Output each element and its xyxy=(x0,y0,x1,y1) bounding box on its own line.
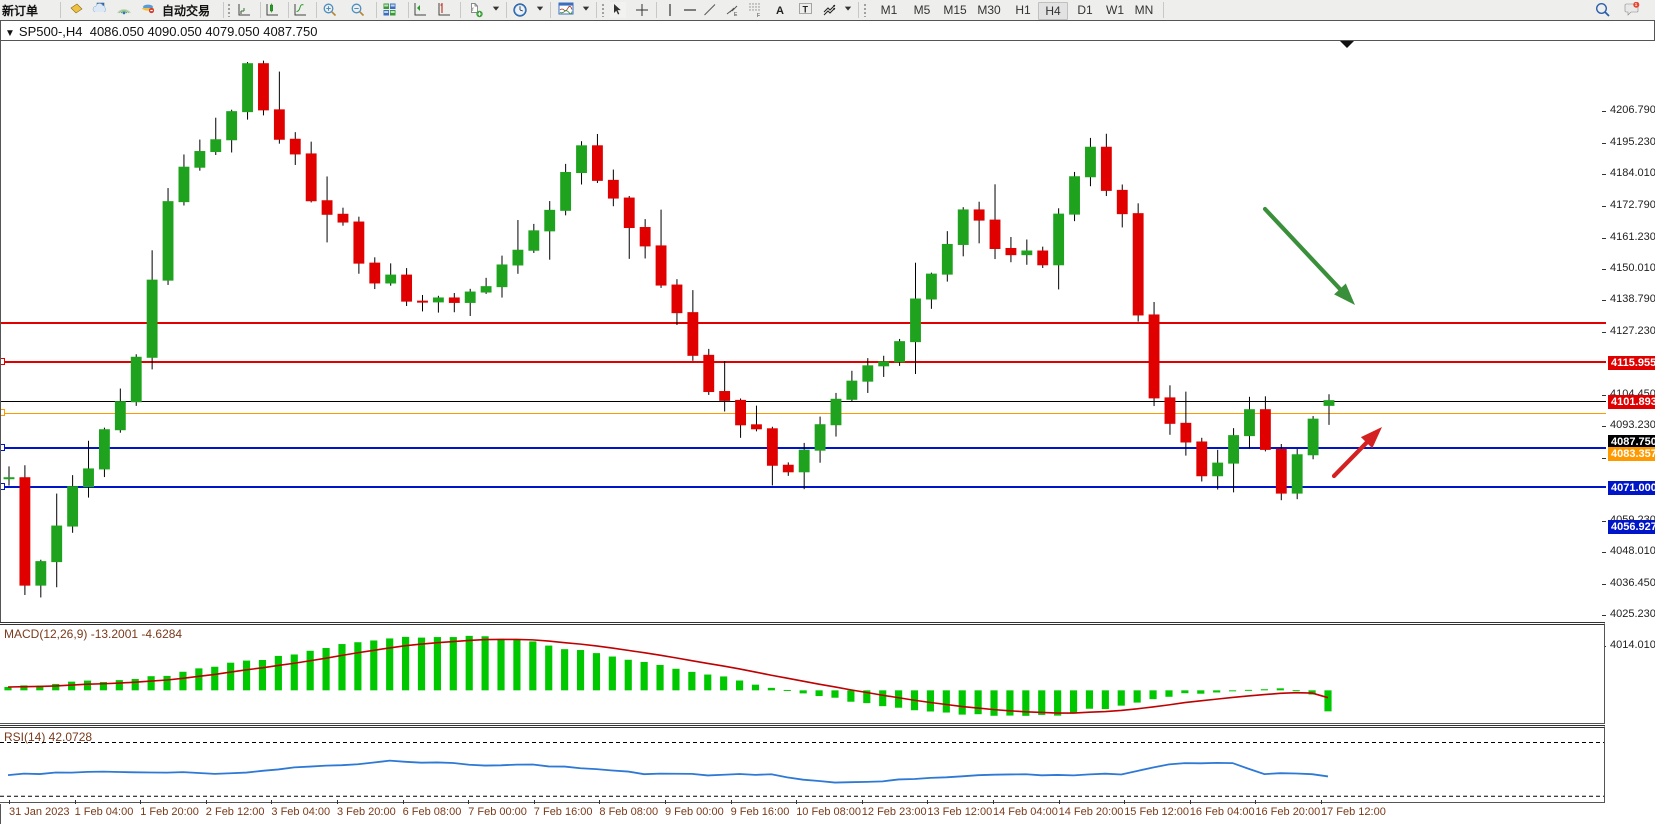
svg-text:A: A xyxy=(776,5,784,17)
svg-text:T: T xyxy=(803,5,809,15)
svg-text:F: F xyxy=(757,13,760,18)
svg-text:E: E xyxy=(734,12,738,18)
